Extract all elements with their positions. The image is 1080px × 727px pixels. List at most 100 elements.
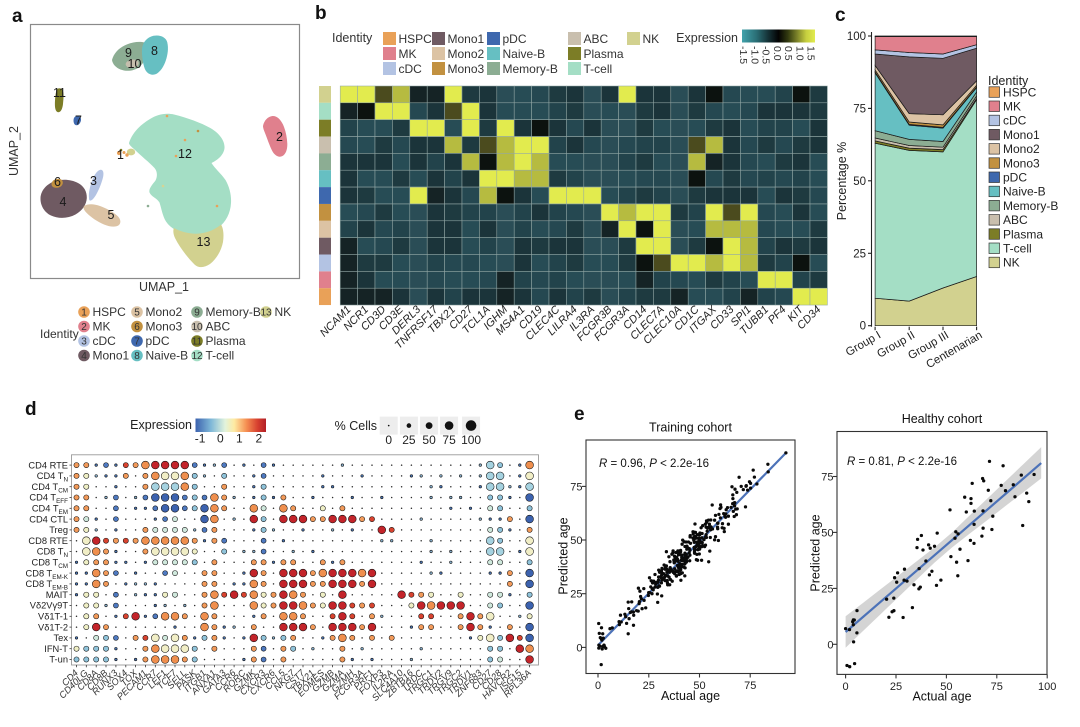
svg-text:Predicted age: Predicted age [809, 514, 823, 591]
svg-text:7: 7 [134, 337, 140, 348]
svg-text:25: 25 [890, 681, 902, 693]
svg-text:0: 0 [595, 680, 601, 692]
svg-text:e: e [574, 404, 585, 425]
svg-text:Identity: Identity [40, 327, 79, 341]
svg-text:ABC: ABC [206, 320, 231, 334]
svg-text:NK: NK [643, 32, 660, 46]
svg-text:R = 0.81, P < 2.2e-16: R = 0.81, P < 2.2e-16 [847, 456, 957, 468]
svg-text:4: 4 [81, 351, 87, 362]
svg-text:0.0: 0.0 [771, 46, 783, 61]
svg-text:Expression: Expression [676, 31, 738, 45]
svg-text:100: 100 [847, 31, 866, 43]
svg-text:50: 50 [422, 433, 436, 447]
svg-text:50: 50 [821, 527, 833, 539]
svg-text:25: 25 [821, 583, 833, 595]
svg-text:Plasma: Plasma [206, 334, 246, 348]
svg-text:0: 0 [860, 321, 866, 333]
svg-text:-1: -1 [195, 432, 206, 446]
svg-text:Vδ1T-2: Vδ1T-2 [38, 622, 68, 632]
svg-text:Mono1: Mono1 [93, 349, 130, 363]
svg-text:75: 75 [744, 680, 756, 692]
svg-text:Mono2: Mono2 [448, 47, 485, 61]
svg-text:Tex: Tex [54, 633, 69, 643]
svg-text:10: 10 [191, 322, 203, 333]
svg-text:pDC: pDC [146, 334, 170, 348]
svg-text:Vδ1T-1: Vδ1T-1 [38, 612, 68, 622]
svg-text:2: 2 [255, 432, 262, 446]
svg-text:Mono3: Mono3 [448, 62, 485, 76]
svg-text:100: 100 [1038, 681, 1056, 693]
svg-text:1: 1 [117, 148, 124, 162]
svg-text:MK: MK [399, 47, 417, 61]
svg-text:7: 7 [75, 114, 82, 128]
svg-text:25: 25 [402, 433, 416, 447]
svg-text:MK: MK [93, 320, 111, 334]
svg-text:cDC: cDC [399, 62, 423, 76]
svg-text:Expression: Expression [130, 418, 192, 432]
svg-text:T-cell: T-cell [206, 349, 235, 363]
svg-text:-0.5: -0.5 [760, 46, 772, 64]
svg-text:3: 3 [81, 337, 87, 348]
svg-text:75: 75 [821, 472, 833, 484]
svg-text:3: 3 [90, 174, 97, 188]
svg-text:Memory-B: Memory-B [503, 62, 558, 76]
svg-text:13: 13 [197, 235, 211, 249]
svg-text:Mono1: Mono1 [1003, 128, 1040, 142]
svg-text:d: d [25, 399, 37, 420]
svg-text:1.0: 1.0 [794, 46, 806, 61]
svg-text:Mono3: Mono3 [146, 320, 183, 334]
svg-text:75: 75 [991, 681, 1003, 693]
svg-text:Mono1: Mono1 [448, 32, 485, 46]
svg-text:Mono3: Mono3 [1003, 156, 1040, 170]
svg-text:0: 0 [576, 642, 582, 654]
svg-text:Plasma: Plasma [1003, 227, 1043, 241]
svg-text:b: b [315, 3, 327, 24]
svg-text:MAIT: MAIT [46, 590, 69, 600]
svg-text:6: 6 [54, 175, 61, 189]
svg-text:-1.0: -1.0 [749, 46, 761, 64]
svg-text:11: 11 [53, 86, 66, 100]
svg-text:12: 12 [178, 147, 192, 161]
svg-text:50: 50 [693, 680, 705, 692]
svg-text:11: 11 [192, 337, 203, 348]
svg-text:ABC: ABC [1003, 213, 1028, 227]
svg-text:T-un: T-un [49, 655, 68, 665]
svg-text:Memory-B: Memory-B [206, 305, 261, 319]
svg-text:9: 9 [125, 46, 132, 60]
svg-text:25: 25 [853, 248, 866, 260]
svg-text:CD4 TN: CD4 TN [37, 471, 69, 484]
svg-text:Identity: Identity [988, 74, 1029, 88]
svg-text:NK: NK [1003, 256, 1020, 270]
svg-text:Training cohort: Training cohort [649, 421, 732, 435]
svg-text:0.5: 0.5 [782, 46, 794, 61]
svg-text:5: 5 [134, 308, 140, 319]
svg-text:UMAP_2: UMAP_2 [7, 126, 21, 176]
svg-text:CD4 RTE: CD4 RTE [28, 460, 68, 470]
svg-text:50: 50 [853, 176, 866, 188]
svg-text:Percentage %: Percentage % [835, 142, 849, 221]
svg-text:0: 0 [385, 433, 392, 447]
svg-text:13: 13 [260, 308, 272, 319]
svg-text:Identity: Identity [332, 31, 373, 45]
svg-text:ABC: ABC [584, 32, 609, 46]
svg-text:2: 2 [81, 322, 87, 333]
svg-text:1.5: 1.5 [805, 46, 817, 61]
svg-text:cDC: cDC [93, 334, 117, 348]
svg-text:HSPC: HSPC [93, 305, 127, 319]
svg-text:100: 100 [461, 433, 481, 447]
svg-text:Healthy cohort: Healthy cohort [902, 412, 983, 426]
svg-text:pDC: pDC [1003, 171, 1027, 185]
svg-text:c: c [835, 5, 846, 26]
svg-text:8: 8 [134, 351, 140, 362]
svg-text:1: 1 [236, 432, 243, 446]
svg-text:T-cell: T-cell [1003, 242, 1032, 256]
svg-text:25: 25 [643, 680, 655, 692]
svg-text:Naive-B: Naive-B [146, 349, 189, 363]
svg-text:% Cells: % Cells [335, 419, 377, 433]
svg-text:25: 25 [570, 589, 582, 601]
svg-text:6: 6 [134, 322, 140, 333]
svg-text:8: 8 [151, 44, 158, 58]
svg-text:10: 10 [128, 57, 142, 71]
svg-text:Memory-B: Memory-B [1003, 199, 1058, 213]
svg-text:CD8 TN: CD8 TN [37, 547, 69, 560]
